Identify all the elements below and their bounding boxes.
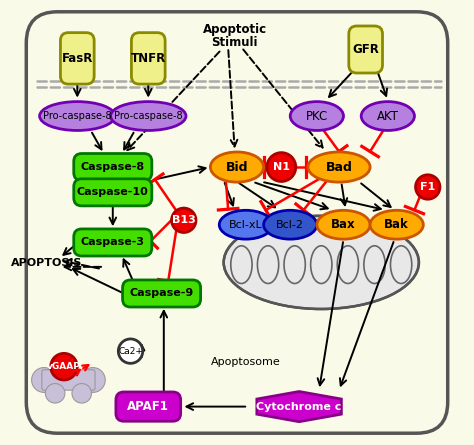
Ellipse shape xyxy=(337,246,358,283)
Text: vGAAP: vGAAP xyxy=(47,362,81,371)
Text: AKT: AKT xyxy=(377,109,399,122)
Text: Stimuli: Stimuli xyxy=(211,36,258,49)
Text: APAF1: APAF1 xyxy=(128,400,169,413)
Text: Pro-caspase-8: Pro-caspase-8 xyxy=(43,111,111,121)
Circle shape xyxy=(51,353,77,380)
Text: Ca2+: Ca2+ xyxy=(118,347,143,356)
Text: Apoptotic: Apoptotic xyxy=(203,23,267,36)
Text: Bax: Bax xyxy=(331,218,356,231)
Circle shape xyxy=(118,339,143,364)
Text: Caspase-10: Caspase-10 xyxy=(77,187,149,197)
Circle shape xyxy=(172,208,196,232)
FancyBboxPatch shape xyxy=(74,154,152,181)
Text: Caspase-8: Caspase-8 xyxy=(81,162,145,172)
FancyBboxPatch shape xyxy=(349,26,383,73)
Text: FasR: FasR xyxy=(62,52,93,65)
Text: Caspase-9: Caspase-9 xyxy=(129,288,194,299)
Ellipse shape xyxy=(219,210,273,239)
Text: APOPTOSIS: APOPTOSIS xyxy=(10,258,82,268)
FancyBboxPatch shape xyxy=(123,280,201,307)
Ellipse shape xyxy=(290,101,344,130)
Text: TNFR: TNFR xyxy=(131,52,166,65)
Text: Bid: Bid xyxy=(226,161,248,174)
Text: N1: N1 xyxy=(273,162,290,172)
Ellipse shape xyxy=(224,216,419,309)
Text: Bak: Bak xyxy=(384,218,409,231)
Ellipse shape xyxy=(210,152,264,182)
Text: Bcl-xL: Bcl-xL xyxy=(229,220,263,230)
FancyBboxPatch shape xyxy=(26,12,448,433)
Circle shape xyxy=(267,153,296,182)
FancyBboxPatch shape xyxy=(74,229,152,256)
FancyBboxPatch shape xyxy=(74,179,152,206)
Text: Apoptosome: Apoptosome xyxy=(211,357,281,367)
FancyBboxPatch shape xyxy=(116,392,181,421)
Circle shape xyxy=(72,384,91,403)
Circle shape xyxy=(46,384,65,403)
Text: Cytochrome c: Cytochrome c xyxy=(256,401,342,412)
Ellipse shape xyxy=(264,210,317,239)
Text: Bad: Bad xyxy=(326,161,353,174)
Text: Pro-caspase-8: Pro-caspase-8 xyxy=(114,111,182,121)
Ellipse shape xyxy=(257,246,279,283)
Text: B13: B13 xyxy=(172,215,196,225)
Ellipse shape xyxy=(370,210,423,239)
Text: Caspase-3: Caspase-3 xyxy=(81,238,145,247)
Ellipse shape xyxy=(361,101,414,130)
Text: Bcl-2: Bcl-2 xyxy=(276,220,304,230)
Text: PKC: PKC xyxy=(306,109,328,122)
FancyBboxPatch shape xyxy=(131,32,165,84)
Ellipse shape xyxy=(110,101,186,130)
Polygon shape xyxy=(257,392,341,422)
Circle shape xyxy=(32,368,56,392)
Ellipse shape xyxy=(364,246,385,283)
Circle shape xyxy=(81,368,105,392)
FancyBboxPatch shape xyxy=(61,32,94,84)
Ellipse shape xyxy=(284,246,305,283)
Ellipse shape xyxy=(310,246,332,283)
Text: GFR: GFR xyxy=(352,43,379,56)
Ellipse shape xyxy=(308,152,370,182)
Text: F1: F1 xyxy=(420,182,436,192)
Ellipse shape xyxy=(391,246,412,283)
Circle shape xyxy=(416,175,440,199)
Ellipse shape xyxy=(40,101,115,130)
Ellipse shape xyxy=(317,210,370,239)
Ellipse shape xyxy=(231,246,252,283)
FancyBboxPatch shape xyxy=(42,370,95,390)
